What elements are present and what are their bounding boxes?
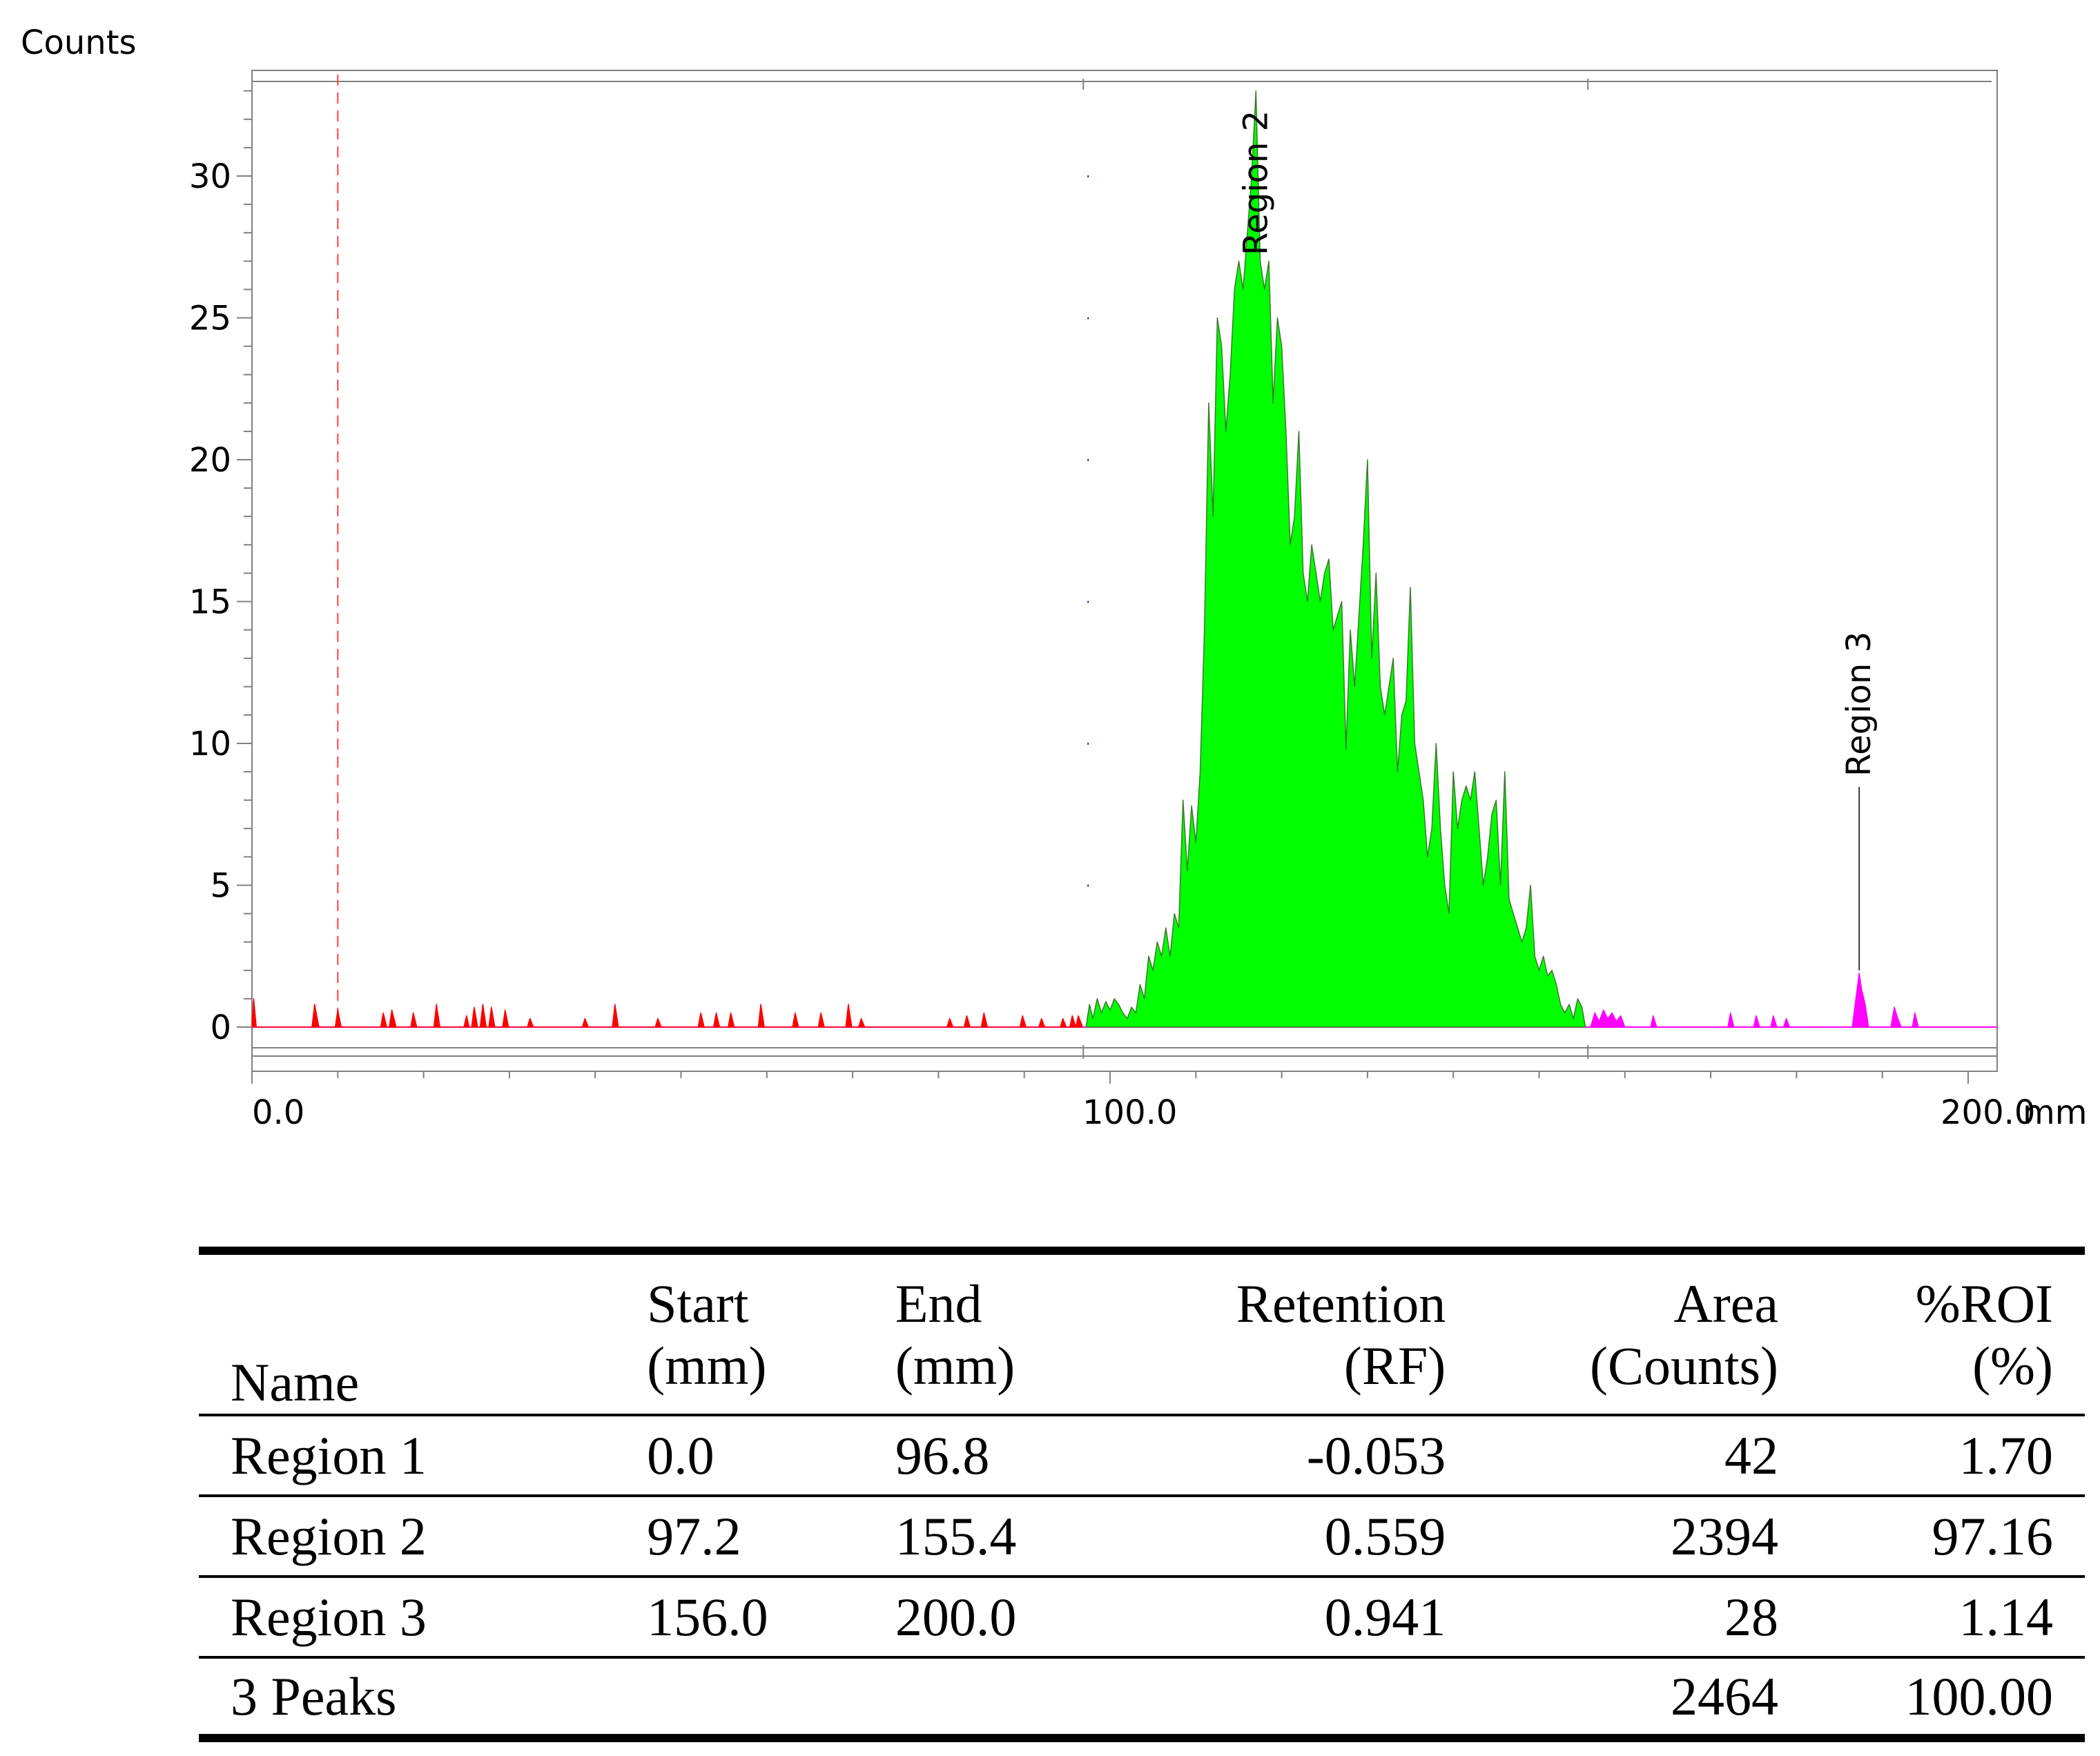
results-table: Name Start End Retention Area %ROI (mm) … bbox=[199, 1247, 2085, 1742]
cell-start: 156.0 bbox=[647, 1586, 768, 1647]
header-end: End bbox=[895, 1274, 982, 1334]
scale-dot bbox=[1087, 459, 1089, 461]
region-annotations: Region 2 Region 3 bbox=[1236, 110, 1878, 970]
region-area-3 bbox=[1590, 973, 1919, 1028]
cell-roi: 97.16 bbox=[1932, 1505, 2054, 1566]
cell-name: Region 3 bbox=[231, 1586, 427, 1647]
scale-dot bbox=[1087, 317, 1089, 320]
cell-area: 2464 bbox=[1671, 1666, 1779, 1726]
scale-dot bbox=[1087, 884, 1089, 887]
cell-retention: 0.559 bbox=[1324, 1505, 1446, 1566]
header-start: Start bbox=[647, 1274, 749, 1334]
cell-name: Region 1 bbox=[231, 1425, 427, 1485]
cell-end: 200.0 bbox=[895, 1586, 1017, 1647]
cell-name: 3 Peaks bbox=[231, 1666, 397, 1726]
region-area-2 bbox=[1085, 90, 1586, 1028]
cell-roi: 100.00 bbox=[1905, 1666, 2054, 1726]
cell-start bbox=[615, 1657, 864, 1738]
cell-retention: -0.053 bbox=[1306, 1425, 1446, 1485]
y-tick-label: 25 bbox=[189, 300, 231, 338]
header-area: Area bbox=[1673, 1274, 1779, 1334]
scale-dot bbox=[1087, 601, 1089, 603]
region-peak-label-3: Region 3 bbox=[1840, 632, 1878, 777]
y-tick-label: 30 bbox=[189, 157, 231, 196]
scale-dot bbox=[1087, 175, 1089, 177]
header-retention-unit: (RF) bbox=[1343, 1336, 1446, 1396]
cell-end: 155.4 bbox=[895, 1505, 1017, 1566]
y-tick-label: 10 bbox=[189, 725, 231, 763]
table-row: Region 3 156.0 200.0 0.941 28 1.14 bbox=[199, 1577, 2085, 1657]
cell-retention bbox=[1112, 1657, 1478, 1738]
plot-border bbox=[251, 70, 1998, 1072]
cell-retention: 0.941 bbox=[1324, 1586, 1446, 1647]
x-tick-label: 0.0 bbox=[252, 1093, 304, 1132]
table-row: 3 Peaks 2464 100.00 bbox=[199, 1657, 2085, 1738]
cell-area: 28 bbox=[1724, 1586, 1779, 1647]
y-tick-label: 0 bbox=[210, 1008, 231, 1047]
results-table-header: Name Start End Retention Area %ROI (mm) … bbox=[199, 1251, 2085, 1415]
region-areas bbox=[251, 90, 1919, 1028]
header-end-unit: (mm) bbox=[895, 1336, 1015, 1396]
cell-area: 42 bbox=[1724, 1425, 1779, 1485]
y-tick-label: 15 bbox=[189, 583, 231, 622]
table-row: Region 2 97.2 155.4 0.559 2394 97.16 bbox=[199, 1496, 2085, 1577]
table-row: Region 1 0.0 96.8 -0.053 42 1.70 bbox=[199, 1415, 2085, 1496]
cell-end bbox=[864, 1657, 1112, 1738]
cell-area: 2394 bbox=[1671, 1505, 1779, 1566]
header-area-unit: (Counts) bbox=[1590, 1336, 1779, 1396]
cell-roi: 1.14 bbox=[1958, 1586, 2054, 1647]
x-tick-label: 100.0 bbox=[1082, 1093, 1177, 1132]
y-tick-label: 5 bbox=[210, 867, 231, 906]
y-tick-label: 20 bbox=[189, 441, 231, 480]
header-name: Name bbox=[231, 1352, 360, 1412]
results-table-body: Region 1 0.0 96.8 -0.053 42 1.70 Region 2 97.2 1… bbox=[199, 1415, 2085, 1738]
cell-roi: 1.70 bbox=[1958, 1425, 2054, 1485]
region-peak-label-2: Region 2 bbox=[1236, 110, 1275, 255]
header-retention: Retention bbox=[1236, 1274, 1446, 1334]
x-axis-unit-label: mm bbox=[2023, 1093, 2088, 1132]
x-tick-label: 200.0 bbox=[1941, 1093, 2035, 1132]
cell-end: 96.8 bbox=[895, 1425, 990, 1485]
y-axis-label: Counts bbox=[21, 23, 137, 62]
cell-name: Region 2 bbox=[231, 1505, 427, 1566]
region-area-1 bbox=[251, 998, 1083, 1028]
plot-frame bbox=[251, 70, 1998, 1072]
scale-dot bbox=[1087, 743, 1089, 745]
cell-start: 0.0 bbox=[647, 1425, 714, 1485]
cell-start: 97.2 bbox=[647, 1505, 741, 1566]
axis-ticks: 0 5 10 15 20 25 30 0.0 100.0 200.0 bbox=[189, 90, 2035, 1132]
header-start-unit: (mm) bbox=[647, 1336, 767, 1396]
header-roi: %ROI bbox=[1915, 1274, 2053, 1334]
header-roi-unit: (%) bbox=[1972, 1336, 2053, 1396]
